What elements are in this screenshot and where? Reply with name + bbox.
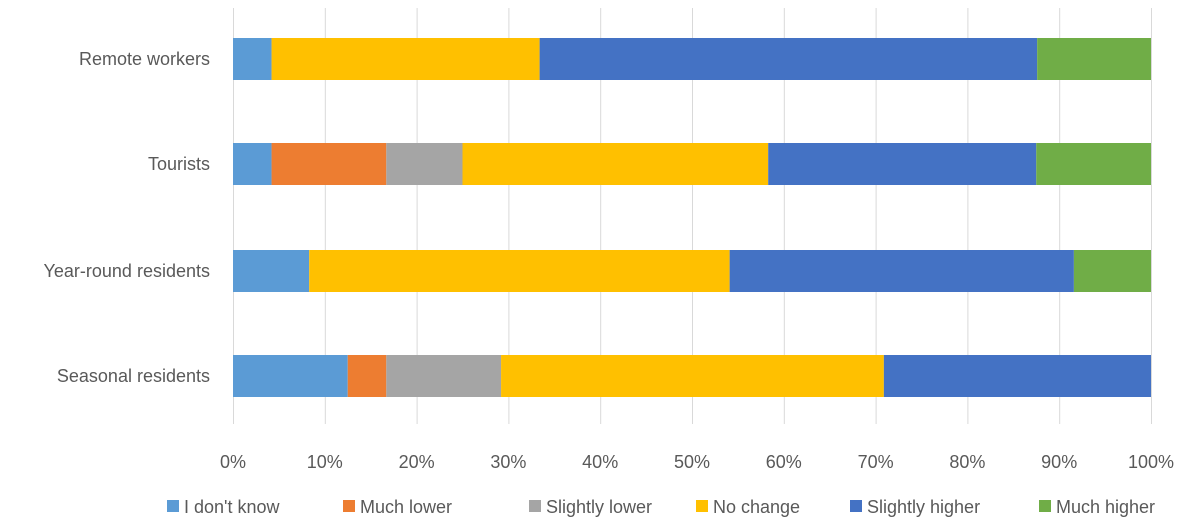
legend-label: Slightly higher [867,497,980,517]
category-label: Year-round residents [44,261,210,281]
legend-swatch [529,500,541,512]
x-tick-label: 50% [674,452,710,472]
x-tick-label: 40% [582,452,618,472]
bar-segment-slightly-higher [883,355,1151,397]
legend-swatch [1039,500,1051,512]
bar-segment-no-change [271,38,540,80]
x-tick-label: 90% [1041,452,1077,472]
bar-segment-i-don-t-know [233,38,272,80]
category-labels: Remote workers Tourists Year-round residen… [44,49,210,386]
bar-segment-no-change [501,355,884,397]
legend-swatch [167,500,179,512]
bar-segment-slightly-lower [386,143,463,185]
x-tick-label: 0% [220,452,246,472]
legend: I don't know Much lower Slightly lower No c… [167,497,1155,517]
bar-segment-slightly-lower [386,355,502,397]
legend-label: I don't know [184,497,280,517]
x-tick-label: 100% [1128,452,1174,472]
x-tick-label: 60% [766,452,802,472]
legend-swatch [850,500,862,512]
bar-segment-much-higher [1037,38,1151,80]
bar-segment-no-change [462,143,769,185]
bar-segment-much-lower [271,143,387,185]
bar-segment-slightly-higher [539,38,1038,80]
bar-segment-no-change [309,250,730,292]
x-tick-label: 10% [307,452,343,472]
bar-segment-i-don-t-know [233,250,310,292]
legend-swatch [343,500,355,512]
x-tick-label: 30% [490,452,526,472]
legend-label: Much lower [360,497,452,517]
category-label: Remote workers [79,49,210,69]
bar-segment-i-don-t-know [233,355,348,397]
legend-label: Slightly lower [546,497,652,517]
category-label: Tourists [148,154,210,174]
bar-segment-much-higher [1036,143,1151,185]
bars [233,38,1151,397]
x-tick-labels: 0% 10% 20% 30% 40% 50% 60% 70% 80% 90% 100% [220,452,1174,472]
x-tick-label: 80% [949,452,985,472]
category-label: Seasonal residents [57,366,210,386]
bar-segment-i-don-t-know [233,143,272,185]
bar-segment-much-higher [1073,250,1151,292]
bar-segment-much-lower [347,355,387,397]
legend-swatch [696,500,708,512]
legend-label: No change [713,497,800,517]
x-tick-label: 20% [399,452,435,472]
x-tick-label: 70% [858,452,894,472]
bar-segment-slightly-higher [768,143,1037,185]
legend-label: Much higher [1056,497,1155,517]
bar-segment-slightly-higher [729,250,1074,292]
